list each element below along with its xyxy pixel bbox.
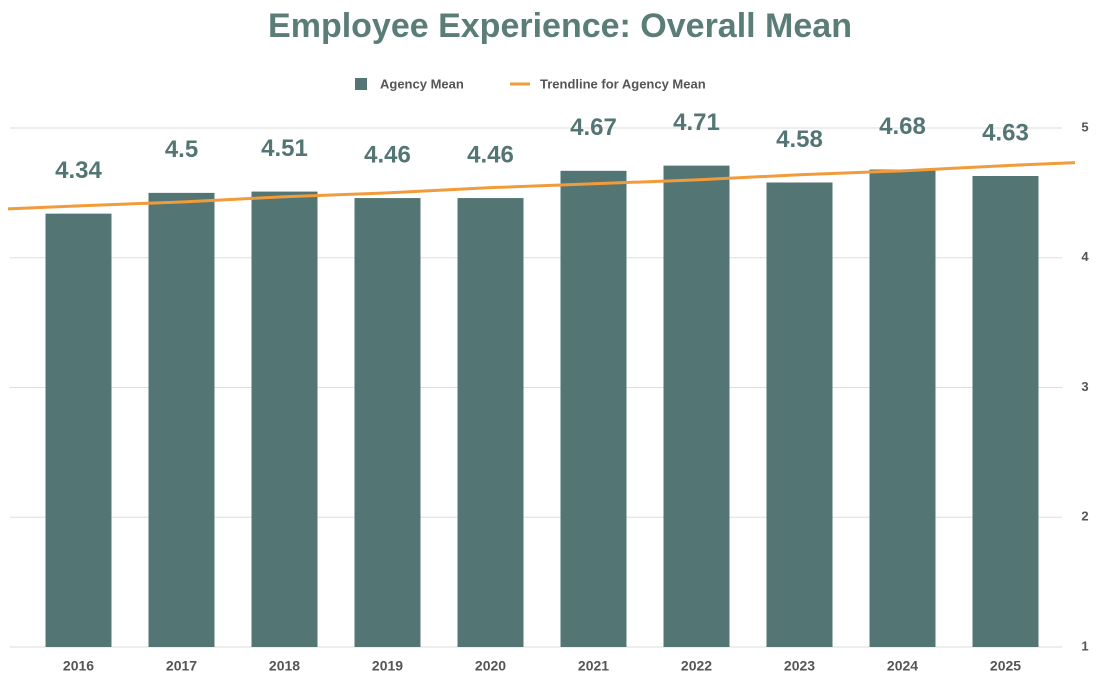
value-label: 4.51 bbox=[261, 135, 308, 162]
bar bbox=[457, 198, 524, 647]
value-label: 4.63 bbox=[982, 119, 1029, 146]
bar bbox=[560, 170, 627, 647]
x-tick-label: 2018 bbox=[269, 658, 300, 674]
legend-label: Trendline for Agency Mean bbox=[540, 76, 706, 91]
x-tick-label: 2020 bbox=[475, 658, 506, 674]
y-tick-label: 3 bbox=[1081, 379, 1088, 394]
x-tick-label: 2024 bbox=[887, 658, 918, 674]
value-label: 4.46 bbox=[364, 141, 411, 168]
x-tick-label: 2017 bbox=[166, 658, 197, 674]
value-label: 4.46 bbox=[467, 141, 514, 168]
x-tick-label: 2019 bbox=[372, 658, 403, 674]
value-label: 4.68 bbox=[879, 113, 926, 140]
bar bbox=[972, 176, 1039, 647]
bar bbox=[354, 198, 421, 647]
y-tick-label: 4 bbox=[1081, 249, 1089, 264]
x-tick-label: 2023 bbox=[784, 658, 815, 674]
x-tick-label: 2025 bbox=[990, 658, 1021, 674]
x-tick-label: 2016 bbox=[63, 658, 94, 674]
x-tick-label: 2022 bbox=[681, 658, 712, 674]
bar bbox=[869, 169, 936, 647]
value-label: 4.34 bbox=[55, 157, 102, 184]
legend-label: Agency Mean bbox=[380, 76, 464, 91]
y-tick-label: 1 bbox=[1081, 638, 1088, 653]
y-tick-label: 2 bbox=[1081, 509, 1088, 524]
bar bbox=[45, 213, 112, 647]
value-label: 4.5 bbox=[165, 136, 198, 163]
trendline bbox=[7, 161, 1076, 211]
bar bbox=[766, 182, 833, 647]
chart-title: Employee Experience: Overall Mean bbox=[268, 7, 852, 45]
bar bbox=[663, 165, 730, 647]
value-label: 4.71 bbox=[673, 109, 720, 136]
x-tick-label: 2021 bbox=[578, 658, 609, 674]
value-label: 4.58 bbox=[776, 126, 823, 153]
value-label: 4.67 bbox=[570, 114, 617, 141]
bar bbox=[251, 191, 318, 647]
bar bbox=[148, 192, 215, 647]
legend-swatch bbox=[355, 78, 367, 90]
y-tick-label: 5 bbox=[1081, 119, 1088, 134]
